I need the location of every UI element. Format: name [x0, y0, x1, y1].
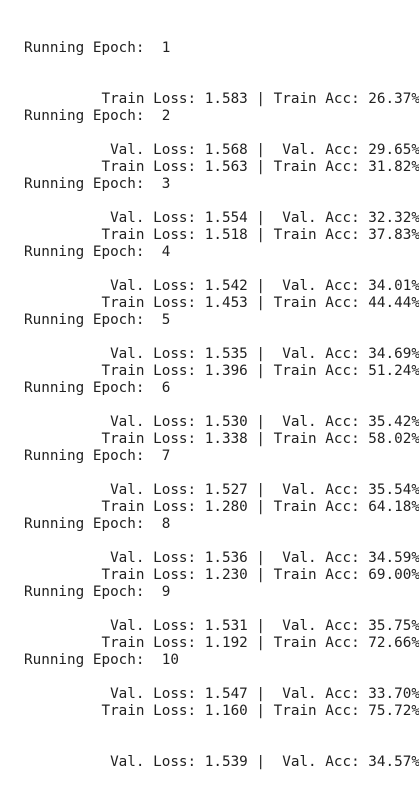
epoch-header: Running Epoch: 2	[24, 108, 171, 124]
epoch-header: Running Epoch: 8	[24, 516, 171, 532]
train-metrics-line: Train Loss: 1.230 | Train Acc: 69.00%	[24, 567, 419, 583]
val-metrics-line: Val. Loss: 1.539 | Val. Acc: 34.57%	[24, 754, 419, 770]
train-metrics-line: Train Loss: 1.338 | Train Acc: 58.02%	[24, 431, 419, 447]
epoch-header: Running Epoch: 4	[24, 244, 171, 260]
val-metrics-line: Val. Loss: 1.554 | Val. Acc: 32.32%	[24, 210, 419, 226]
epoch-header: Running Epoch: 3	[24, 176, 171, 192]
epoch-block: Running Epoch: 9 Train Loss: 1.192 | Tra…	[24, 550, 419, 702]
val-metrics-line: Val. Loss: 1.568 | Val. Acc: 29.65%	[24, 142, 419, 158]
epoch-block: Running Epoch: 1 Train Loss: 1.583 | Tra…	[24, 6, 419, 158]
val-metrics-line: Val. Loss: 1.547 | Val. Acc: 33.70%	[24, 686, 419, 702]
epoch-header: Running Epoch: 1	[24, 40, 171, 56]
epoch-header: Running Epoch: 6	[24, 380, 171, 396]
epoch-block: Running Epoch: 4 Train Loss: 1.453 | Tra…	[24, 210, 419, 362]
val-metrics-line: Val. Loss: 1.542 | Val. Acc: 34.01%	[24, 278, 419, 294]
train-metrics-line: Train Loss: 1.160 | Train Acc: 75.72%	[24, 703, 419, 719]
training-output-log: Running Epoch: 1 Train Loss: 1.583 | Tra…	[24, 6, 419, 770]
epoch-block: Running Epoch: 7 Train Loss: 1.280 | Tra…	[24, 414, 419, 566]
epoch-header: Running Epoch: 5	[24, 312, 171, 328]
epoch-header: Running Epoch: 7	[24, 448, 171, 464]
train-metrics-line: Train Loss: 1.396 | Train Acc: 51.24%	[24, 363, 419, 379]
train-metrics-line: Train Loss: 1.192 | Train Acc: 72.66%	[24, 635, 419, 651]
val-metrics-line: Val. Loss: 1.527 | Val. Acc: 35.54%	[24, 482, 419, 498]
val-metrics-line: Val. Loss: 1.531 | Val. Acc: 35.75%	[24, 618, 419, 634]
epoch-header: Running Epoch: 10	[24, 652, 179, 668]
train-metrics-line: Train Loss: 1.280 | Train Acc: 64.18%	[24, 499, 419, 515]
epoch-block: Running Epoch: 3 Train Loss: 1.518 | Tra…	[24, 142, 419, 294]
epoch-header: Running Epoch: 9	[24, 584, 171, 600]
train-metrics-line: Train Loss: 1.563 | Train Acc: 31.82%	[24, 159, 419, 175]
epoch-block: Running Epoch: 8 Train Loss: 1.230 | Tra…	[24, 482, 419, 634]
epoch-block: Running Epoch: 10 Train Loss: 1.160 | Tr…	[24, 618, 419, 770]
epoch-block: Running Epoch: 5 Train Loss: 1.396 | Tra…	[24, 278, 419, 430]
val-metrics-line: Val. Loss: 1.530 | Val. Acc: 35.42%	[24, 414, 419, 430]
epoch-block: Running Epoch: 6 Train Loss: 1.338 | Tra…	[24, 346, 419, 498]
val-metrics-line: Val. Loss: 1.535 | Val. Acc: 34.69%	[24, 346, 419, 362]
train-metrics-line: Train Loss: 1.583 | Train Acc: 26.37%	[24, 91, 419, 107]
val-metrics-line: Val. Loss: 1.536 | Val. Acc: 34.59%	[24, 550, 419, 566]
epoch-block: Running Epoch: 2 Train Loss: 1.563 | Tra…	[24, 74, 419, 226]
train-metrics-line: Train Loss: 1.453 | Train Acc: 44.44%	[24, 295, 419, 311]
train-metrics-line: Train Loss: 1.518 | Train Acc: 37.83%	[24, 227, 419, 243]
